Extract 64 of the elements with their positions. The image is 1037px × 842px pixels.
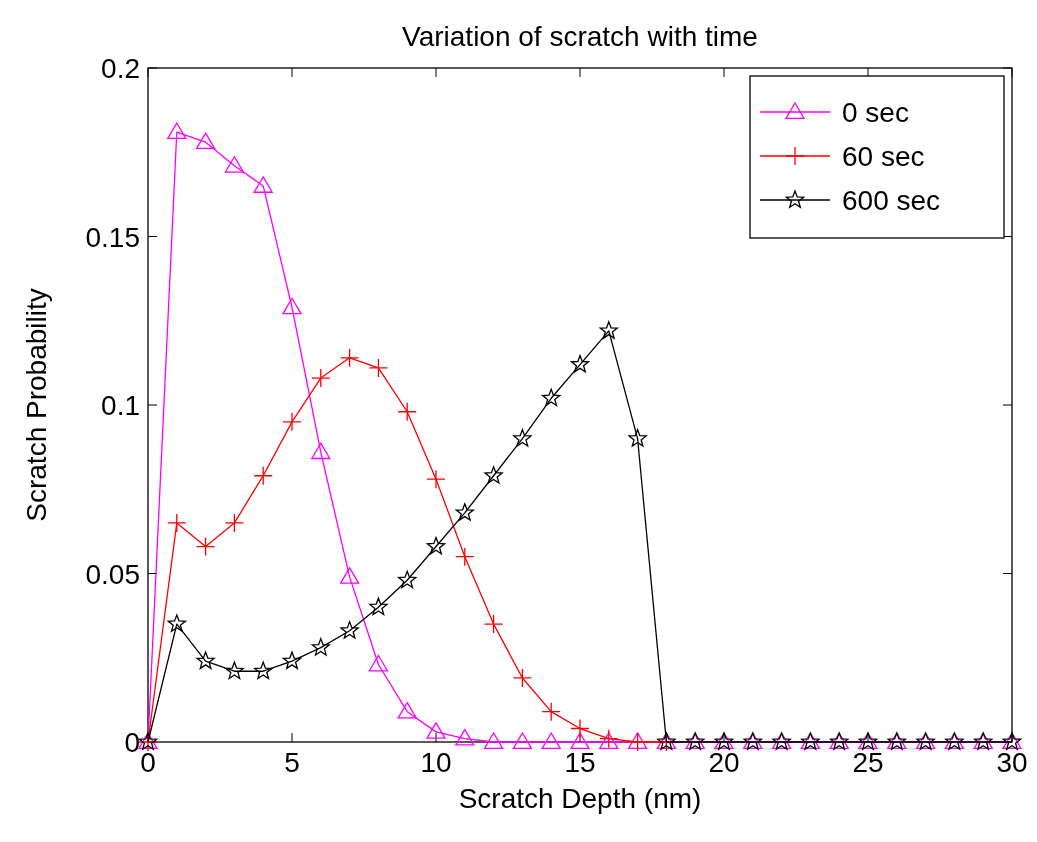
point	[311, 637, 331, 656]
point	[225, 661, 244, 680]
y-tick-label: 0.05	[85, 558, 140, 590]
legend-label: 0 sec	[842, 97, 909, 128]
point	[513, 429, 532, 447]
point	[368, 654, 389, 672]
legend-label: 60 sec	[842, 141, 925, 172]
point	[483, 732, 504, 749]
point	[541, 732, 561, 749]
point	[253, 661, 273, 680]
point	[426, 469, 446, 489]
point	[282, 412, 302, 432]
point	[368, 358, 389, 378]
point	[426, 536, 446, 555]
point	[512, 732, 533, 749]
point	[541, 702, 561, 722]
point	[397, 702, 417, 719]
x-axis-title: Scratch Depth (nm)	[458, 783, 702, 814]
point	[282, 651, 302, 670]
point	[167, 614, 187, 632]
y-axis-title: Scratch Probability	[21, 288, 52, 522]
point	[426, 722, 446, 739]
point	[369, 597, 388, 616]
point	[455, 728, 475, 746]
point	[512, 668, 533, 688]
point	[311, 368, 331, 388]
point	[167, 513, 187, 533]
point	[339, 348, 360, 368]
point	[253, 176, 273, 193]
y-tick-label: 0.1	[101, 390, 140, 421]
point	[541, 388, 561, 407]
point	[340, 621, 359, 639]
point	[484, 466, 503, 484]
point	[397, 570, 417, 589]
point	[339, 567, 360, 584]
y-tick-label: 0	[124, 727, 140, 758]
point	[224, 513, 245, 533]
y-tick-label: 0.2	[101, 53, 140, 84]
point	[570, 732, 590, 749]
chart-title: Variation of scratch with time	[402, 21, 758, 52]
x-tick-label: 30	[996, 747, 1028, 778]
point	[570, 354, 590, 373]
point	[455, 503, 475, 521]
point	[599, 321, 619, 339]
point	[397, 402, 417, 422]
point	[455, 547, 475, 567]
point	[224, 156, 245, 173]
x-tick-label: 5	[284, 747, 300, 778]
x-tick-label: 25	[852, 747, 884, 778]
point	[570, 718, 590, 739]
x-tick-label: 15	[564, 747, 596, 778]
point	[195, 132, 216, 150]
point	[196, 651, 215, 670]
x-tick-label: 10	[420, 747, 452, 778]
y-tick-label: 0.15	[85, 221, 140, 253]
legend-label: 600 sec	[842, 185, 941, 216]
x-tick-label: 20	[708, 747, 740, 778]
point	[483, 614, 504, 634]
point	[628, 429, 647, 447]
point	[311, 442, 331, 460]
point	[195, 536, 216, 557]
point	[282, 297, 302, 315]
point	[167, 122, 187, 139]
point	[253, 466, 273, 486]
